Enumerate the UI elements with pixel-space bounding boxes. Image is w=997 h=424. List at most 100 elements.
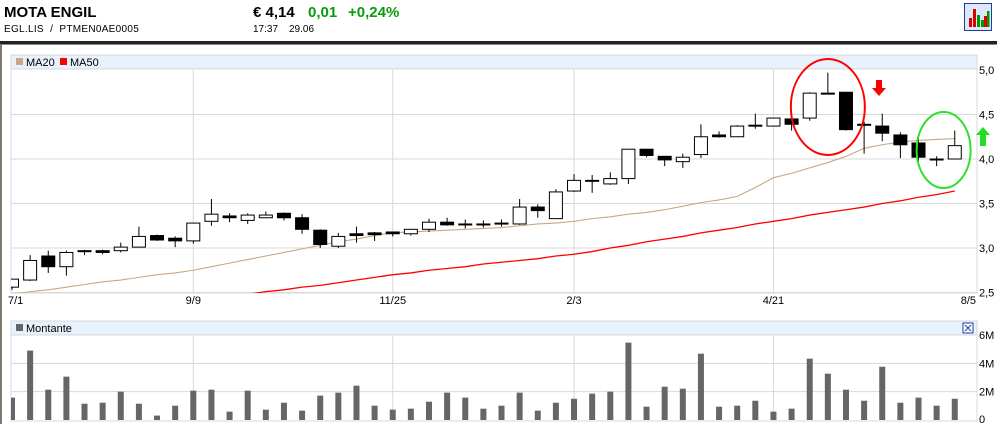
volume-bar bbox=[861, 400, 868, 420]
volume-bar bbox=[480, 408, 487, 420]
candle-body bbox=[295, 217, 310, 230]
volume-bar bbox=[208, 389, 215, 420]
x-tick-label: 2/3 bbox=[566, 295, 581, 307]
candle-body bbox=[313, 229, 328, 245]
volume-bar bbox=[552, 402, 559, 420]
volume-bar bbox=[226, 411, 233, 420]
candle-body bbox=[639, 148, 654, 156]
volume-bar bbox=[625, 342, 632, 420]
candle-body bbox=[150, 235, 165, 241]
ticker: EGL.LIS bbox=[4, 24, 44, 35]
volume-bar bbox=[335, 392, 342, 420]
y-tick-label: 3,0 bbox=[979, 243, 994, 255]
volume-bar bbox=[27, 350, 34, 420]
quote-date: 29.06 bbox=[289, 24, 315, 35]
legend-label-montante: Montante bbox=[26, 323, 72, 335]
candle-body bbox=[530, 206, 545, 212]
price-change: 0,01 bbox=[308, 4, 338, 21]
arrow-up-icon bbox=[976, 127, 990, 146]
volume-bar bbox=[915, 397, 922, 420]
isin: PTMEN0AE0005 bbox=[59, 24, 140, 35]
candle-body bbox=[131, 235, 146, 248]
candle-body bbox=[494, 222, 509, 225]
volume-bar bbox=[897, 402, 904, 420]
volume-bar bbox=[280, 402, 287, 420]
arrow-down-icon bbox=[872, 80, 886, 96]
price-change-pct: +0,24% bbox=[348, 4, 400, 21]
volume-bar bbox=[607, 391, 614, 420]
candle-body bbox=[240, 214, 255, 221]
volume-bar bbox=[99, 402, 106, 420]
volume-bar bbox=[407, 408, 414, 420]
candle-body bbox=[95, 250, 110, 253]
candle-body bbox=[621, 148, 636, 180]
candle-body bbox=[23, 259, 38, 281]
candle-body bbox=[385, 231, 400, 235]
header-divider bbox=[0, 41, 997, 45]
candle-body bbox=[440, 221, 455, 226]
candle-body bbox=[349, 233, 364, 237]
candle-body bbox=[567, 179, 582, 192]
volume-bar bbox=[770, 411, 777, 420]
candle-body bbox=[276, 212, 291, 219]
candle-body bbox=[838, 91, 853, 131]
volume-bar bbox=[697, 353, 704, 420]
y-tick-label: 4M bbox=[979, 358, 994, 370]
x-tick-label: 9/9 bbox=[186, 295, 201, 307]
volume-bar bbox=[806, 358, 813, 420]
candle-body bbox=[693, 136, 708, 156]
left-border bbox=[0, 44, 2, 424]
volume-bar bbox=[842, 389, 849, 420]
candle-body bbox=[367, 232, 382, 236]
stock-name: MOTA ENGIL bbox=[4, 4, 97, 21]
volume-bar bbox=[679, 388, 686, 420]
y-tick-label: 6M bbox=[979, 330, 994, 342]
candle-body bbox=[548, 191, 563, 220]
candle-body bbox=[857, 123, 872, 126]
volume-bar bbox=[353, 385, 360, 420]
volume-bar bbox=[244, 390, 251, 420]
y-tick-label: 0 bbox=[979, 414, 985, 424]
highlight-ellipse-red bbox=[789, 58, 866, 156]
candle-body bbox=[585, 179, 600, 182]
x-tick-label: 8/5 bbox=[961, 295, 976, 307]
ma-line-ma50 bbox=[251, 190, 955, 293]
candle-body bbox=[875, 125, 890, 134]
volume-bar bbox=[571, 398, 578, 420]
candle-body bbox=[766, 117, 781, 127]
bar-chart-icon[interactable] bbox=[964, 3, 992, 31]
volume-bar bbox=[425, 401, 432, 420]
candle-body bbox=[77, 250, 92, 253]
volume-bar bbox=[45, 389, 52, 420]
candle-body bbox=[41, 255, 56, 268]
candle-body bbox=[11, 278, 19, 288]
stock-identifiers: EGL.LIS / PTMEN0AE0005 bbox=[4, 24, 139, 35]
x-tick-label: 11/25 bbox=[379, 295, 406, 307]
volume-bar bbox=[63, 376, 70, 420]
volume-bar bbox=[172, 405, 179, 420]
candle-body bbox=[712, 134, 727, 138]
volume-bar bbox=[117, 391, 124, 420]
y-tick-label: 5,0 bbox=[979, 65, 994, 77]
highlight-ellipse-green bbox=[915, 111, 972, 189]
volume-bar bbox=[643, 406, 650, 420]
volume-bar bbox=[81, 403, 88, 420]
volume-bar bbox=[154, 415, 161, 420]
candle-body bbox=[222, 215, 237, 219]
candle-body bbox=[657, 155, 672, 161]
candle-body bbox=[403, 228, 418, 235]
ma-line-ma20 bbox=[16, 137, 955, 293]
x-tick-label: 4/21 bbox=[763, 295, 784, 307]
close-volume-button[interactable] bbox=[962, 322, 974, 334]
candle-body bbox=[59, 251, 74, 268]
candle-body bbox=[512, 206, 527, 225]
volume-bar bbox=[824, 373, 831, 420]
volume-bar bbox=[661, 386, 668, 420]
price-panel bbox=[10, 54, 978, 294]
y-tick-label: 2,5 bbox=[979, 288, 994, 300]
candle-body bbox=[675, 156, 690, 163]
candle-body bbox=[331, 235, 346, 247]
volume-bar bbox=[135, 403, 142, 420]
volume-legend-bar bbox=[10, 320, 978, 336]
